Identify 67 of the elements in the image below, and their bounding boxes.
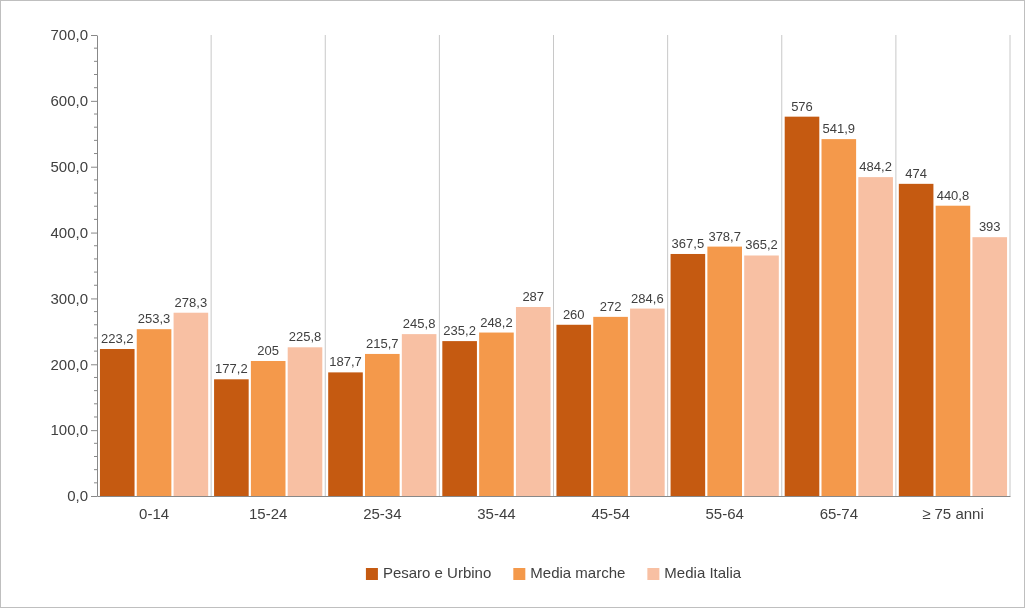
data-label: 235,2 <box>443 323 476 339</box>
x-tick-label: 25-34 <box>363 504 402 522</box>
bar <box>556 324 592 496</box>
bar <box>707 246 742 496</box>
legend-label: Pesaro e Urbino <box>382 564 492 581</box>
bar <box>214 379 249 496</box>
data-label: 440,8 <box>936 187 970 203</box>
x-tick-label: 35-44 <box>477 504 516 522</box>
x-tick-label: 15-24 <box>249 504 288 522</box>
bar <box>328 372 363 496</box>
x-tick-label: 55-64 <box>705 504 744 522</box>
bar <box>821 139 857 496</box>
bar <box>898 183 934 496</box>
data-label: 378,7 <box>708 228 741 244</box>
data-label: 278,3 <box>174 294 208 310</box>
data-label: 367,5 <box>671 235 705 251</box>
y-tick-label: 600,0 <box>50 92 88 110</box>
data-label: 541,9 <box>822 121 856 137</box>
bar <box>784 116 820 496</box>
bar <box>173 312 209 496</box>
y-tick-label: 400,0 <box>50 223 88 241</box>
data-label: 187,7 <box>329 354 362 370</box>
bar <box>670 253 706 496</box>
x-tick-label: 45-54 <box>591 504 630 522</box>
data-label: 253,3 <box>137 311 171 327</box>
data-label: 248,2 <box>480 314 513 330</box>
bar <box>593 316 628 496</box>
bar <box>365 353 400 496</box>
y-tick-label: 300,0 <box>50 289 88 307</box>
x-tick-label: 65-74 <box>819 504 858 522</box>
data-label: 287 <box>522 288 545 304</box>
bar <box>630 308 665 496</box>
data-label: 576 <box>791 98 813 114</box>
data-label: 215,7 <box>366 335 399 351</box>
bar <box>99 349 135 496</box>
bar <box>136 329 172 496</box>
bar <box>401 334 437 496</box>
bar <box>858 177 893 496</box>
y-tick-label: 100,0 <box>50 421 88 439</box>
y-tick-label: 500,0 <box>50 158 88 176</box>
data-label: 260 <box>562 306 585 322</box>
data-label: 484,2 <box>859 159 892 175</box>
x-tick-label: ≥ 75 anni <box>922 504 984 522</box>
bar <box>972 237 1008 496</box>
data-label: 284,6 <box>631 290 664 306</box>
bar <box>935 205 971 496</box>
data-label: 272 <box>599 298 622 314</box>
bar <box>442 341 477 496</box>
bar <box>744 255 779 496</box>
bar <box>250 360 286 496</box>
y-tick-label: 0,0 <box>67 487 88 505</box>
data-label: 225,8 <box>288 329 322 345</box>
data-label: 245,8 <box>402 316 436 332</box>
data-label: 205 <box>257 342 280 358</box>
y-tick-label: 700,0 <box>50 26 88 44</box>
bar <box>479 332 514 496</box>
y-tick-label: 200,0 <box>50 355 88 373</box>
bar <box>515 306 551 496</box>
data-label: 177,2 <box>215 361 248 377</box>
data-label: 393 <box>978 219 1001 235</box>
data-label: 223,2 <box>100 331 134 347</box>
data-label: 474 <box>905 165 927 181</box>
x-tick-label: 0-14 <box>139 504 170 522</box>
data-label: 365,2 <box>745 237 778 253</box>
bar <box>287 347 323 496</box>
legend-label: Media marche <box>530 564 626 581</box>
legend-label: Media Italia <box>664 564 742 581</box>
